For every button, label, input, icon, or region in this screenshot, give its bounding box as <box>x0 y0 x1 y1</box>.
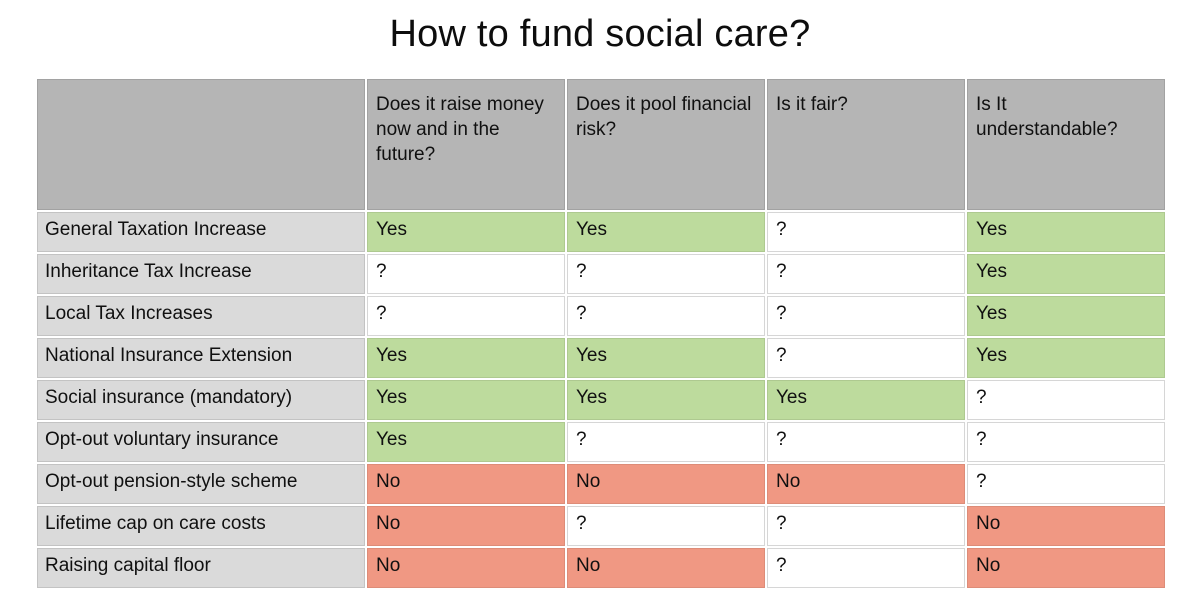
table-cell: ? <box>565 251 767 296</box>
row-label: Inheritance Tax Increase <box>35 251 367 296</box>
table-cell: ? <box>765 293 967 338</box>
table-cell: ? <box>365 293 567 338</box>
table-cell: Yes <box>765 377 967 422</box>
table-cell: ? <box>965 461 1167 506</box>
table-cell: Yes <box>965 209 1167 254</box>
table-cell: Yes <box>565 335 767 380</box>
row-label: Lifetime cap on care costs <box>35 503 367 548</box>
table-cell: No <box>365 545 567 590</box>
table-cell: Yes <box>965 293 1167 338</box>
table-cell: ? <box>765 503 967 548</box>
table-cell: ? <box>765 209 967 254</box>
header-row: Does it raise money now and in the futur… <box>35 76 1167 212</box>
table-cell: Yes <box>365 209 567 254</box>
table-cell: ? <box>765 251 967 296</box>
table-row: Local Tax Increases??? Yes <box>35 293 1167 338</box>
table-cell: Yes <box>365 335 567 380</box>
table-row: Opt-out pension-style scheme No No No? <box>35 461 1167 506</box>
row-label: General Taxation Increase <box>35 209 367 254</box>
table-row: General Taxation Increase Yes Yes? Yes <box>35 209 1167 254</box>
column-header-fair: Is it fair? <box>765 76 967 212</box>
table-cell: ? <box>965 419 1167 464</box>
table-row: Raising capital floor No No? No <box>35 545 1167 590</box>
row-label: Social insurance (mandatory) <box>35 377 367 422</box>
table-cell: Yes <box>965 251 1167 296</box>
column-header-understandable: Is It understandable? <box>965 76 1167 212</box>
table-cell: Yes <box>365 419 567 464</box>
page-title: How to fund social care? <box>389 13 811 55</box>
table-row: National Insurance Extension Yes Yes? Yes <box>35 335 1167 380</box>
row-label: Opt-out voluntary insurance <box>35 419 367 464</box>
table-cell: ? <box>565 293 767 338</box>
table-row: Social insurance (mandatory) Yes Yes Yes? <box>35 377 1167 422</box>
table-row: Opt-out voluntary insurance Yes??? <box>35 419 1167 464</box>
table-cell: ? <box>765 419 967 464</box>
column-header-pool-risk: Does it pool financial risk? <box>565 76 767 212</box>
table-row: Inheritance Tax Increase??? Yes <box>35 251 1167 296</box>
table-cell: Yes <box>565 209 767 254</box>
table-cell: ? <box>365 251 567 296</box>
row-label: National Insurance Extension <box>35 335 367 380</box>
row-label: Opt-out pension-style scheme <box>35 461 367 506</box>
table-cell: No <box>765 461 967 506</box>
table-cell: Yes <box>565 377 767 422</box>
table-cell: ? <box>765 545 967 590</box>
table-cell: No <box>365 503 567 548</box>
table-cell: No <box>965 503 1167 548</box>
column-header-raise-money: Does it raise money now and in the futur… <box>365 76 567 212</box>
table-cell: No <box>565 545 767 590</box>
table-cell: ? <box>565 503 767 548</box>
table-cell: ? <box>965 377 1167 422</box>
table-row: Lifetime cap on care costs No?? No <box>35 503 1167 548</box>
table-cell: Yes <box>365 377 567 422</box>
table-cell: ? <box>765 335 967 380</box>
table-cell: ? <box>565 419 767 464</box>
table-cell: No <box>365 461 567 506</box>
funding-options-table: Does it raise money now and in the futur… <box>35 76 1167 590</box>
corner-cell <box>35 76 367 212</box>
row-label: Raising capital floor <box>35 545 367 590</box>
table-cell: Yes <box>965 335 1167 380</box>
table-cell: No <box>565 461 767 506</box>
row-label: Local Tax Increases <box>35 293 367 338</box>
table-cell: No <box>965 545 1167 590</box>
